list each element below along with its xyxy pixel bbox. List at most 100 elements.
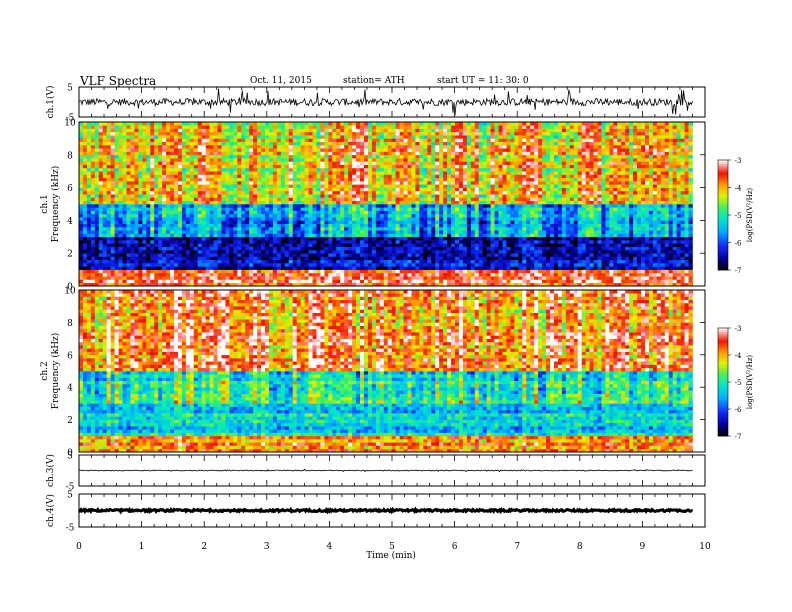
spectrogram-cell bbox=[455, 200, 460, 205]
spectrogram-cell bbox=[142, 249, 147, 254]
spectrogram-cell bbox=[352, 269, 357, 274]
spectrogram-cell bbox=[664, 253, 670, 257]
spectrogram-cell bbox=[637, 230, 642, 234]
spectrogram-cell bbox=[150, 276, 155, 280]
spectrogram-cell bbox=[375, 243, 381, 247]
spectrogram-cell bbox=[407, 213, 412, 218]
spectrogram-cell bbox=[205, 230, 210, 234]
spectrogram-cell bbox=[158, 226, 163, 231]
spectrogram-cell bbox=[676, 207, 681, 211]
spectrogram-cell bbox=[90, 233, 96, 238]
spectrogram-cell bbox=[193, 190, 199, 195]
spectrogram-cell bbox=[312, 243, 317, 247]
spectrogram-cell bbox=[379, 204, 385, 208]
spectrogram-cell bbox=[158, 282, 163, 287]
spectrogram-cell bbox=[597, 220, 602, 224]
spectrogram-cell bbox=[233, 276, 238, 280]
spectrogram-cell bbox=[272, 256, 278, 261]
spectrogram-cell bbox=[356, 263, 361, 267]
spectrogram-cell bbox=[676, 279, 681, 284]
spectrogram-cell bbox=[94, 253, 100, 257]
spectrogram-cell bbox=[249, 204, 254, 208]
spectrogram-cell bbox=[557, 207, 563, 211]
spectrogram-cell bbox=[245, 210, 250, 215]
spectrogram-cell bbox=[451, 204, 456, 208]
spectrogram-cell bbox=[538, 194, 543, 198]
spectrogram-cell bbox=[617, 236, 622, 241]
spectrogram-cell bbox=[344, 253, 349, 257]
spectrogram-cell bbox=[328, 272, 333, 277]
spectrogram-cell bbox=[118, 233, 123, 238]
spectrogram-cell bbox=[217, 207, 222, 211]
spectrogram-cell bbox=[245, 282, 250, 287]
spectrogram-cell bbox=[265, 223, 270, 228]
spectrogram-cell bbox=[249, 272, 254, 277]
spectrogram-cell bbox=[553, 233, 559, 238]
spectrogram-cell bbox=[652, 213, 658, 218]
spectrogram-cell bbox=[458, 236, 464, 241]
spectrogram-cell bbox=[411, 249, 416, 254]
spectrogram-cell bbox=[173, 246, 179, 251]
spectrogram-cell bbox=[177, 194, 183, 198]
spectrogram-cell bbox=[530, 217, 535, 221]
spectrogram-cell bbox=[308, 204, 313, 208]
spectrogram-cell bbox=[403, 194, 408, 198]
spectrogram-cell bbox=[288, 240, 294, 244]
spectrogram-cell bbox=[637, 226, 642, 231]
spectrogram-cell bbox=[557, 269, 563, 274]
spectrogram-cell bbox=[197, 197, 202, 202]
spectrogram-cell bbox=[150, 249, 155, 254]
spectrogram-cell bbox=[549, 204, 555, 208]
spectrogram-cell bbox=[534, 259, 539, 264]
spectrogram-cell bbox=[486, 230, 491, 234]
spectrogram-cell bbox=[106, 269, 111, 274]
spectrogram-cell bbox=[498, 204, 503, 208]
spectrogram-cell bbox=[526, 269, 531, 274]
spectrogram-cell bbox=[411, 269, 416, 274]
spectrogram-cell bbox=[522, 249, 527, 254]
spectrogram-cell bbox=[110, 263, 115, 267]
spectrogram-cell bbox=[629, 253, 634, 257]
spectrogram-cell bbox=[134, 253, 139, 257]
spectrogram-cell bbox=[371, 259, 377, 264]
spectrogram-cell bbox=[177, 279, 183, 284]
spectrogram-cell bbox=[530, 246, 535, 251]
spectrogram-cell bbox=[522, 223, 527, 228]
spectrogram-cell bbox=[268, 213, 274, 218]
spectrogram-cell bbox=[304, 253, 309, 257]
spectrogram-cell bbox=[280, 240, 286, 244]
spectrogram-cell bbox=[363, 194, 369, 198]
spectrogram-cell bbox=[415, 276, 420, 280]
spectrogram-cell bbox=[546, 266, 551, 270]
spectrogram-cell bbox=[118, 266, 123, 270]
spectrogram-cell bbox=[371, 233, 377, 238]
spectrogram-cell bbox=[138, 246, 143, 251]
spectrogram-cell bbox=[348, 223, 353, 228]
spectrogram-cell bbox=[411, 276, 416, 280]
spectrogram-cell bbox=[118, 200, 123, 205]
spectrogram-cell bbox=[265, 266, 270, 270]
spectrogram-cell bbox=[265, 207, 270, 211]
spectrogram-cell bbox=[423, 269, 428, 274]
spectrogram-cell bbox=[439, 259, 444, 264]
spectrogram-cell bbox=[672, 236, 677, 241]
spectrogram-cell bbox=[173, 243, 179, 247]
spectrogram-cell bbox=[162, 223, 167, 228]
spectrogram-cell bbox=[379, 210, 385, 215]
spectrogram-cell bbox=[280, 272, 286, 277]
spectrogram-cell bbox=[427, 197, 432, 202]
spectrogram-cell bbox=[379, 243, 385, 247]
spectrogram-cell bbox=[652, 194, 658, 198]
spectrogram-cell bbox=[526, 276, 531, 280]
spectrogram-cell bbox=[565, 259, 571, 264]
spectrogram-cell bbox=[79, 220, 84, 224]
spectrogram-cell bbox=[542, 197, 547, 202]
spectrogram-cell bbox=[288, 204, 294, 208]
spectrogram-cell bbox=[407, 236, 412, 241]
spectrogram-cell bbox=[688, 240, 693, 244]
spectrogram-cell bbox=[510, 269, 515, 274]
spectrogram-cell bbox=[391, 253, 396, 257]
spectrogram-cell bbox=[316, 217, 321, 221]
spectrogram-cell bbox=[474, 253, 480, 257]
spectrogram-cell bbox=[201, 210, 206, 215]
